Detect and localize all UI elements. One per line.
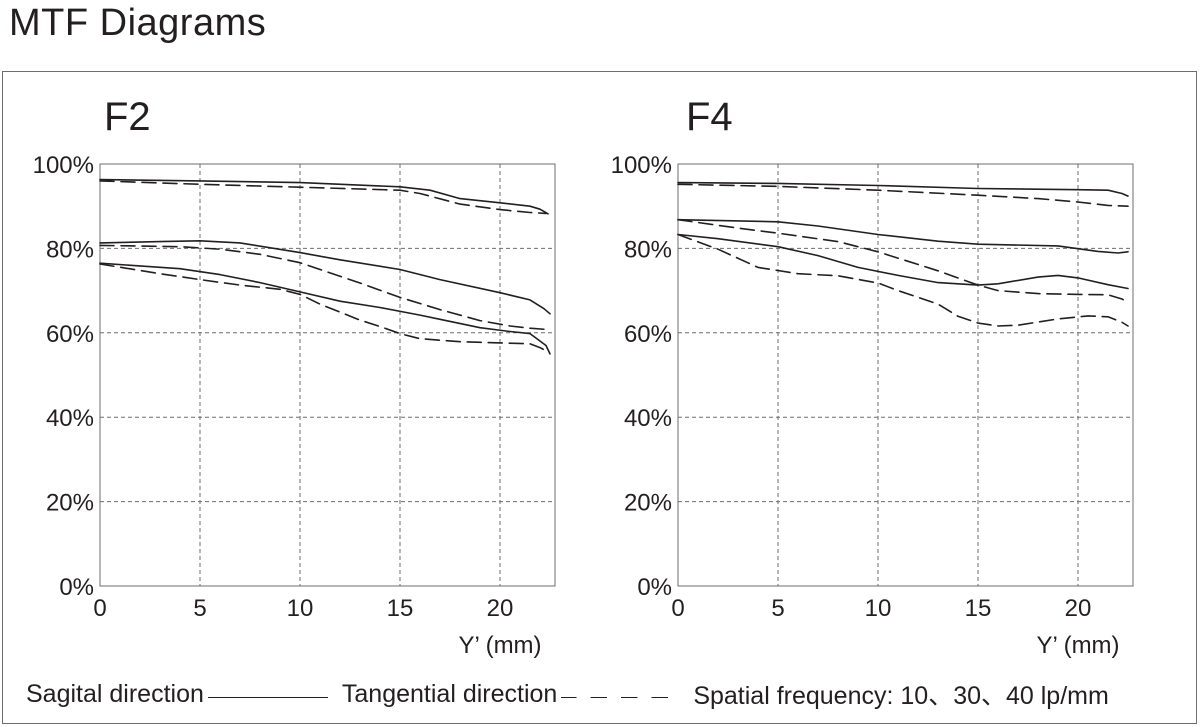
mtf-curve-f4-sagital-4: [677, 233, 1129, 290]
mtf-curve-f4-tangential-1: [677, 183, 1129, 207]
mtf-curve-f2-sagital-4: [99, 262, 551, 355]
legend-solid-line-swatch: [207, 696, 328, 698]
legend-tangential: Tangential direction: [342, 680, 693, 709]
plot-frame-f2: [99, 163, 556, 587]
x-tick-label-f4: 10: [865, 595, 892, 622]
y-tick-label-f4: 40%: [624, 405, 672, 432]
mtf-curve-f4-sagital-0: [677, 181, 1129, 197]
y-tick-label-f4: 100%: [611, 152, 672, 179]
x-tick-label-f2: 20: [487, 595, 514, 622]
x-tick-label-f4: 5: [771, 595, 784, 622]
y-tick-label-f2: 0%: [59, 574, 94, 601]
y-tick-label-f2: 40%: [46, 405, 94, 432]
x-axis-label-f4: Y’ (mm): [1036, 632, 1119, 659]
chart-frame: [2, 71, 1197, 724]
y-tick-label-f4: 20%: [624, 490, 672, 517]
mtf-curve-f4-sagital-2: [677, 218, 1129, 254]
x-tick-label-f4: 15: [965, 595, 992, 622]
y-tick-label-f2: 100%: [33, 152, 94, 179]
legend-sagital: Sagital direction: [26, 680, 342, 709]
y-tick-label-f4: 0%: [637, 574, 672, 601]
mtf-curve-f4-tangential-5: [677, 233, 1129, 327]
y-tick-label-f4: 80%: [624, 236, 672, 263]
mtf-curve-f2-sagital-2: [99, 240, 551, 315]
legend-sagital-label: Sagital direction: [26, 679, 204, 708]
x-tick-label-f2: 15: [387, 595, 414, 622]
x-tick-label-f4: 20: [1065, 595, 1092, 622]
y-tick-label-f2: 80%: [46, 236, 94, 263]
panel-title-f4: F4: [686, 95, 733, 139]
legend: Sagital direction Tangential direction S…: [26, 676, 1109, 712]
panel-title-f2: F2: [104, 95, 151, 139]
mtf-curve-f2-tangential-1: [99, 180, 547, 215]
plot-frame-f4: [677, 163, 1134, 587]
y-tick-label-f2: 20%: [46, 490, 94, 517]
legend-spatial-frequency: Spatial frequency: 10、30、40 lp/mm: [693, 676, 1109, 712]
y-tick-label-f2: 60%: [46, 321, 94, 348]
mtf-curve-f2-sagital-0: [99, 178, 549, 215]
legend-tangential-label: Tangential direction: [341, 679, 558, 708]
x-tick-label-f2: 10: [287, 595, 314, 622]
legend-dashed-line-swatch: [561, 696, 680, 698]
x-tick-label-f2: 5: [193, 595, 206, 622]
mtf-curve-f2-tangential-5: [99, 263, 549, 353]
x-tick-label-f4: 0: [671, 595, 684, 622]
y-tick-label-f4: 60%: [624, 321, 672, 348]
x-tick-label-f2: 0: [93, 595, 106, 622]
mtf-curve-f2-tangential-3: [99, 244, 547, 331]
x-axis-label-f2: Y’ (mm): [458, 632, 541, 659]
page-title: MTF Diagrams: [9, 2, 267, 44]
legend-spatial-frequency-label: Spatial frequency: 10、30、40 lp/mm: [693, 682, 1109, 710]
